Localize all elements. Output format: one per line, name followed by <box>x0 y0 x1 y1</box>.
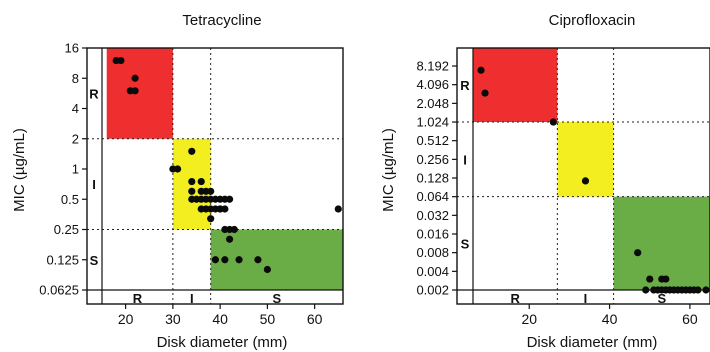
data-point <box>634 249 641 256</box>
data-point <box>174 165 181 172</box>
y-tick-label: 0.128 <box>416 171 449 186</box>
x-tick-label: 50 <box>260 311 276 327</box>
x-tick-label: 20 <box>521 311 537 327</box>
data-point <box>254 256 261 263</box>
data-point <box>198 178 205 185</box>
y-tick-label: 0.032 <box>416 208 449 223</box>
y-tick-label: 0.5 <box>61 192 79 207</box>
data-point <box>226 196 233 203</box>
y-axis-label: MIC (µg/mL) <box>380 128 397 212</box>
y-tick-label: 0.0625 <box>39 283 79 298</box>
data-point <box>226 236 233 243</box>
data-point <box>235 256 242 263</box>
data-point <box>221 256 228 263</box>
zone-r <box>473 48 557 122</box>
y-tick-label: 8.192 <box>416 59 449 74</box>
panel-ciprofloxacin: Ciprofloxacin MIC (µg/mL) Disk diameter … <box>380 12 710 351</box>
mic-zone-label: I <box>92 177 96 192</box>
x-tick-label: 20 <box>118 311 134 327</box>
mic-zone-label: S <box>90 253 99 268</box>
y-axis-label: MIC (µg/mL) <box>11 128 28 212</box>
y-tick-label: 4.096 <box>416 77 449 92</box>
disk-zone-label: I <box>190 291 194 306</box>
y-tick-label: 0.25 <box>54 222 79 237</box>
y-tick-label: 0.512 <box>416 133 449 148</box>
y-tick-label: 0.256 <box>416 152 449 167</box>
data-point <box>207 188 214 195</box>
mic-zone-label: I <box>463 152 467 167</box>
y-tick-label: 2 <box>72 131 79 146</box>
chart-title: Ciprofloxacin <box>549 12 636 29</box>
y-tick-label: 2.048 <box>416 96 449 111</box>
y-tick-label: 1 <box>72 162 79 177</box>
data-point <box>550 118 557 125</box>
zone-i <box>557 122 613 197</box>
data-point <box>335 205 342 212</box>
mic-zone-label: S <box>461 236 470 251</box>
disk-zone-label: R <box>133 291 143 306</box>
data-point <box>117 57 124 64</box>
disk-zone-label: I <box>584 291 588 306</box>
chart-title: Tetracycline <box>182 12 261 29</box>
y-tick-label: 1.024 <box>416 115 449 130</box>
data-point <box>188 188 195 195</box>
data-point <box>231 226 238 233</box>
x-tick-label: 60 <box>682 311 698 327</box>
data-point <box>131 75 138 82</box>
disk-zone-label: S <box>657 291 666 306</box>
mic-zone-label: R <box>460 78 470 93</box>
y-tick-label: 0.004 <box>416 264 449 279</box>
x-axis-label: Disk diameter (mm) <box>157 334 288 351</box>
y-tick-label: 0.064 <box>416 189 449 204</box>
mic-zone-label: R <box>89 86 99 101</box>
data-point <box>207 215 214 222</box>
data-point <box>646 275 653 282</box>
x-tick-label: 40 <box>602 311 618 327</box>
data-point <box>188 178 195 185</box>
y-tick-label: 0.125 <box>46 252 79 267</box>
x-tick-label: 40 <box>212 311 228 327</box>
panel-tetracycline: Tetracycline MIC (µg/mL) Disk diameter (… <box>11 12 343 351</box>
data-point <box>212 256 219 263</box>
x-axis-label: Disk diameter (mm) <box>527 334 658 351</box>
x-tick-label: 30 <box>165 311 181 327</box>
y-tick-label: 16 <box>65 41 79 56</box>
disk-zone-label: R <box>510 291 520 306</box>
data-point <box>662 275 669 282</box>
data-point <box>477 67 484 74</box>
y-tick-label: 0.008 <box>416 245 449 260</box>
data-point <box>481 89 488 96</box>
y-tick-label: 4 <box>72 101 79 116</box>
y-tick-label: 0.002 <box>416 283 449 298</box>
data-point <box>131 87 138 94</box>
x-tick-label: 60 <box>307 311 323 327</box>
disk-zone-label: S <box>273 291 282 306</box>
y-tick-label: 0.016 <box>416 227 449 242</box>
y-tick-label: 8 <box>72 71 79 86</box>
data-point <box>582 177 589 184</box>
data-point <box>264 266 271 273</box>
data-point <box>188 148 195 155</box>
data-point <box>217 205 224 212</box>
